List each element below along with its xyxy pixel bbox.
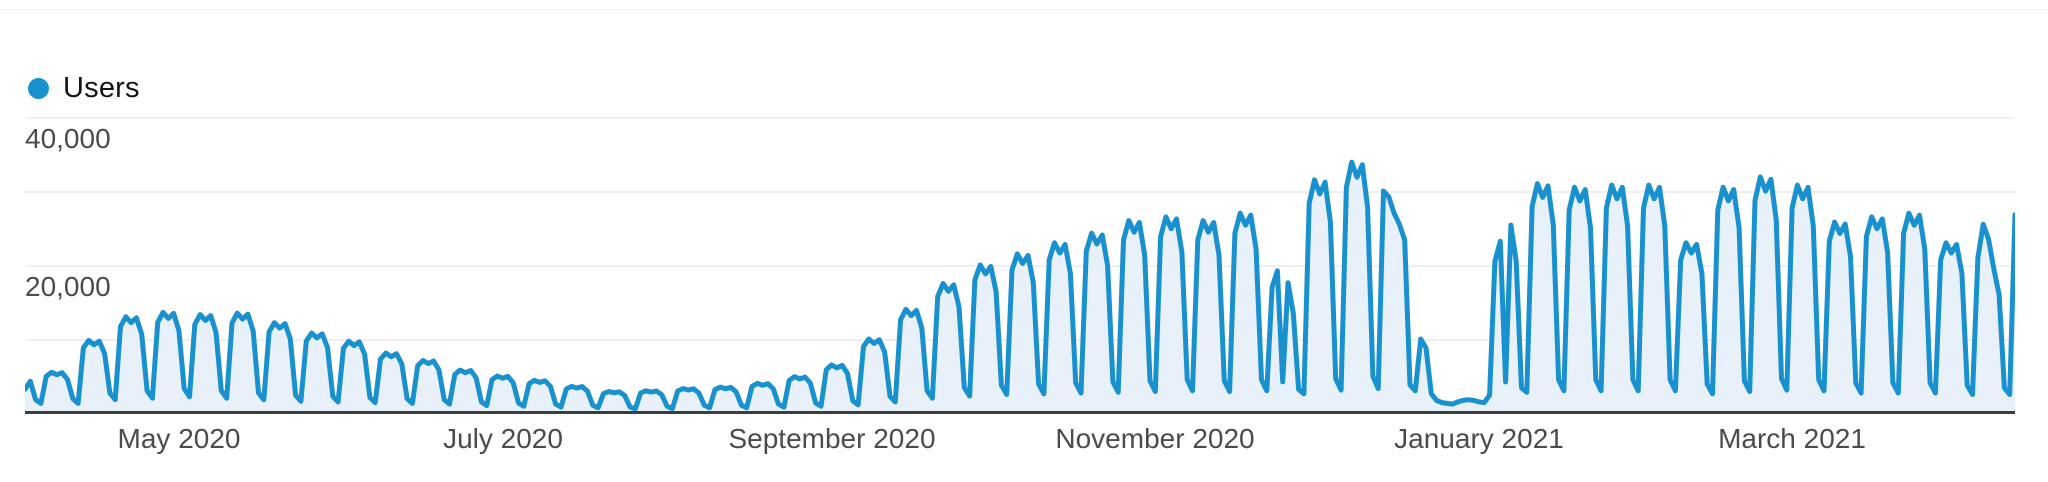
gridline-40000 bbox=[25, 117, 2015, 119]
x-axis-label-july-2020: July 2020 bbox=[443, 423, 563, 454]
users-line-chart-plot[interactable] bbox=[25, 100, 2015, 415]
x-axis-label-may-2020: May 2020 bbox=[117, 423, 241, 454]
x-axis-label-march-2021: March 2021 bbox=[1718, 423, 1866, 454]
x-axis-label-november-2020: November 2020 bbox=[1055, 423, 1255, 454]
legend: Users bbox=[28, 72, 140, 104]
y-axis-label-20000: 20,000 bbox=[25, 271, 111, 302]
card-top-border bbox=[0, 9, 2048, 10]
legend-label: Users bbox=[63, 71, 140, 104]
gridline-30000 bbox=[25, 191, 2015, 193]
x-axis-line bbox=[25, 411, 2015, 414]
x-axis-label-january-2021: January 2021 bbox=[1394, 423, 1564, 454]
x-axis-label-september-2020: September 2020 bbox=[728, 423, 936, 454]
y-axis-label-40000: 40,000 bbox=[25, 123, 111, 154]
series-color-dot-icon bbox=[28, 77, 49, 99]
users-line-series[interactable] bbox=[25, 159, 2015, 412]
